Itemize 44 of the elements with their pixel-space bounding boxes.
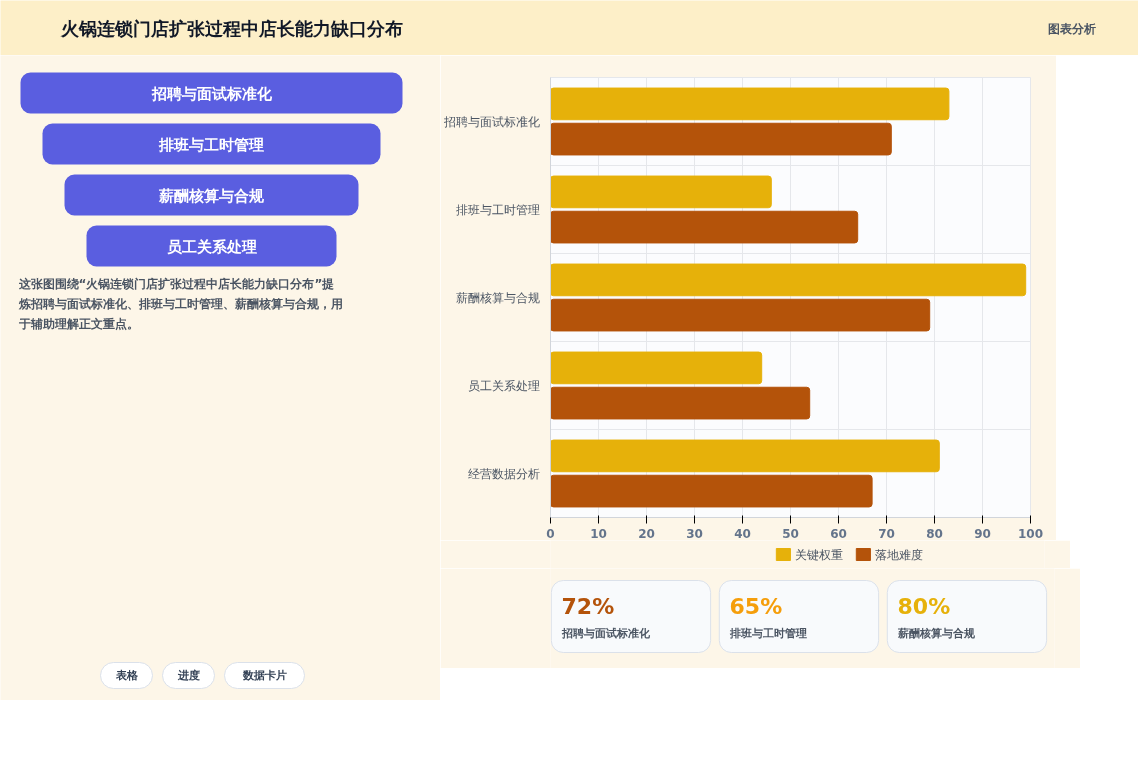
y-tick-label: 经营数据分析 xyxy=(467,466,540,481)
category-label: 招聘与面试标准化 xyxy=(150,84,273,103)
y-tick-label: 招聘与面试标准化 xyxy=(442,114,540,129)
bar xyxy=(550,439,940,473)
legend-label: 关键权重 xyxy=(795,547,844,562)
text: 图表分析 xyxy=(1047,21,1096,36)
bar xyxy=(550,210,859,244)
y-tick-label: 薪酬核算与合规 xyxy=(455,290,540,305)
text: 80% xyxy=(897,594,951,619)
text: 排班与工时管理 xyxy=(728,627,807,640)
text: 表格 xyxy=(114,669,139,682)
x-tick-label: 80 xyxy=(926,526,943,541)
bar xyxy=(550,87,950,121)
bar xyxy=(550,386,811,420)
y-tick-label: 员工关系处理 xyxy=(467,378,540,393)
bar xyxy=(550,474,873,508)
x-tick-label: 90 xyxy=(974,526,991,541)
category-label: 员工关系处理 xyxy=(166,237,257,256)
x-tick-label: 40 xyxy=(734,526,751,541)
x-tick-label: 100 xyxy=(1017,526,1044,541)
category-label: 排班与工时管理 xyxy=(158,135,264,154)
legend-label: 落地难度 xyxy=(875,547,924,562)
text: 火锅连锁门店扩张过程中店长能力缺口分布 xyxy=(59,18,403,39)
text: 72% xyxy=(561,594,615,619)
bar xyxy=(550,122,892,156)
x-tick-label: 50 xyxy=(782,526,799,541)
x-tick-label: 30 xyxy=(686,526,703,541)
text: 数据卡片 xyxy=(241,669,287,682)
x-tick-label: 0 xyxy=(546,526,555,541)
bar xyxy=(550,298,931,332)
bar xyxy=(550,263,1027,297)
text: 这张图围绕“火锅连锁门店扩张过程中店长能力缺口分布”提炼招聘与面试标准化、排班与工时管理、薪酬核算与合规，用于辅助理解正文重点。 xyxy=(17,276,343,331)
bar xyxy=(550,175,772,209)
x-tick-label: 10 xyxy=(590,526,607,541)
text: 薪酬核算与合规 xyxy=(896,627,976,640)
bar xyxy=(550,351,763,385)
text: 65% xyxy=(729,594,783,619)
x-tick-label: 20 xyxy=(638,526,655,541)
y-tick-label: 排班与工时管理 xyxy=(455,202,540,217)
x-tick-label: 70 xyxy=(878,526,895,541)
x-tick-label: 60 xyxy=(830,526,847,541)
text: 进度 xyxy=(176,669,200,682)
category-label: 薪酬核算与合规 xyxy=(158,186,265,205)
text: 招聘与面试标准化 xyxy=(560,627,651,640)
